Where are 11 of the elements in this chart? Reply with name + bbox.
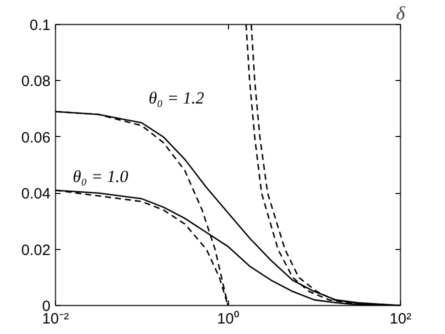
y-tick-label: 0.02: [21, 242, 51, 259]
x-tick-label: 10⁻²: [42, 310, 69, 328]
y-tick-label: 0.06: [21, 129, 51, 146]
y-tick-label: 0.1: [30, 17, 51, 34]
x-tick-label: 10²: [390, 310, 412, 328]
x-axis-title: δ: [396, 4, 406, 24]
y-tick-label: 0.04: [21, 186, 51, 203]
annotation: θ₀ = 1.0: [72, 167, 129, 186]
annotation: θ₀ = 1.2: [148, 88, 205, 108]
x-tick-label: 10⁰: [217, 310, 239, 328]
y-tick-label: 0.08: [21, 73, 51, 90]
